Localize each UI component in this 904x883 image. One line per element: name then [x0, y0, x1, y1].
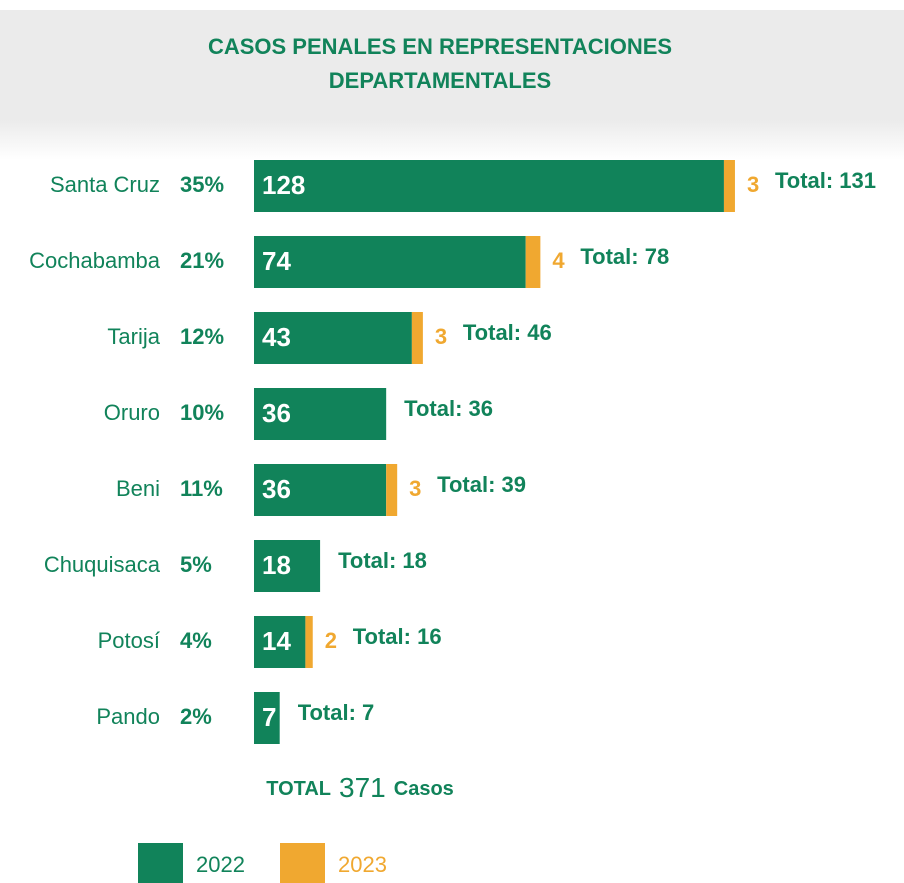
bar-2023 — [411, 312, 423, 364]
percent-label: 10% — [180, 400, 224, 425]
bar-2022 — [254, 540, 321, 592]
category-label: Beni — [116, 476, 160, 501]
percent-label: 4% — [180, 628, 212, 653]
total-label: Total: 16 — [353, 624, 442, 649]
bar-2022 — [254, 388, 387, 440]
category-label: Tarija — [107, 324, 160, 349]
percent-label: 21% — [180, 248, 224, 273]
header-fade — [0, 120, 904, 160]
category-label: Cochabamba — [29, 248, 161, 273]
total-label: Total: 36 — [404, 396, 493, 421]
bar-2023 — [305, 616, 313, 668]
bar-2022 — [254, 464, 387, 516]
legend-label: 2023 — [338, 852, 387, 877]
bar-2022 — [254, 236, 526, 288]
total-label: Total: 7 — [298, 700, 375, 725]
value-label-2022: 43 — [262, 322, 291, 352]
bar-2022 — [254, 692, 280, 744]
value-label-2022: 18 — [262, 550, 291, 580]
legend-swatch — [138, 843, 183, 883]
percent-label: 2% — [180, 704, 212, 729]
value-label-2023: 3 — [409, 476, 421, 501]
category-label: Chuquisaca — [44, 552, 161, 577]
total-label: Total: 18 — [338, 548, 427, 573]
bar-2023 — [386, 464, 398, 516]
legend-label: 2022 — [196, 852, 245, 877]
value-label-2023: 2 — [325, 628, 337, 653]
chart-title: CASOS PENALES EN REPRESENTACIONES — [208, 34, 672, 59]
header-band — [0, 10, 904, 120]
bar-2022 — [254, 312, 412, 364]
value-label-2022: 36 — [262, 398, 291, 428]
total-label: Total: 131 — [775, 168, 876, 193]
category-label: Oruro — [104, 400, 160, 425]
bar-2023 — [723, 160, 735, 212]
grand-total-value: 371 — [339, 772, 386, 803]
value-label-2022: 74 — [262, 246, 291, 276]
chart-title: DEPARTAMENTALES — [329, 68, 551, 93]
percent-label: 5% — [180, 552, 212, 577]
value-label-2022: 36 — [262, 474, 291, 504]
grand-total-label: TOTAL — [266, 778, 331, 800]
percent-label: 35% — [180, 172, 224, 197]
total-label: Total: 46 — [463, 320, 552, 345]
total-label: Total: 39 — [437, 472, 526, 497]
grand-total-unit: Casos — [394, 778, 454, 800]
bar-2022 — [254, 160, 724, 212]
value-label-2022: 14 — [262, 626, 291, 656]
bar-2023 — [525, 236, 541, 288]
value-label-2022: 7 — [262, 702, 276, 732]
value-label-2023: 4 — [552, 248, 565, 273]
category-label: Santa Cruz — [50, 172, 160, 197]
category-label: Pando — [96, 704, 160, 729]
percent-label: 11% — [180, 476, 223, 501]
value-label-2023: 3 — [747, 172, 759, 197]
bar-2022 — [254, 616, 306, 668]
percent-label: 12% — [180, 324, 224, 349]
category-label: Potosí — [98, 628, 160, 653]
total-label: Total: 78 — [580, 244, 669, 269]
value-label-2023: 3 — [435, 324, 447, 349]
grand-total: TOTAL 371 Casos — [266, 772, 454, 803]
legend-swatch — [280, 843, 325, 883]
value-label-2022: 128 — [262, 170, 305, 200]
